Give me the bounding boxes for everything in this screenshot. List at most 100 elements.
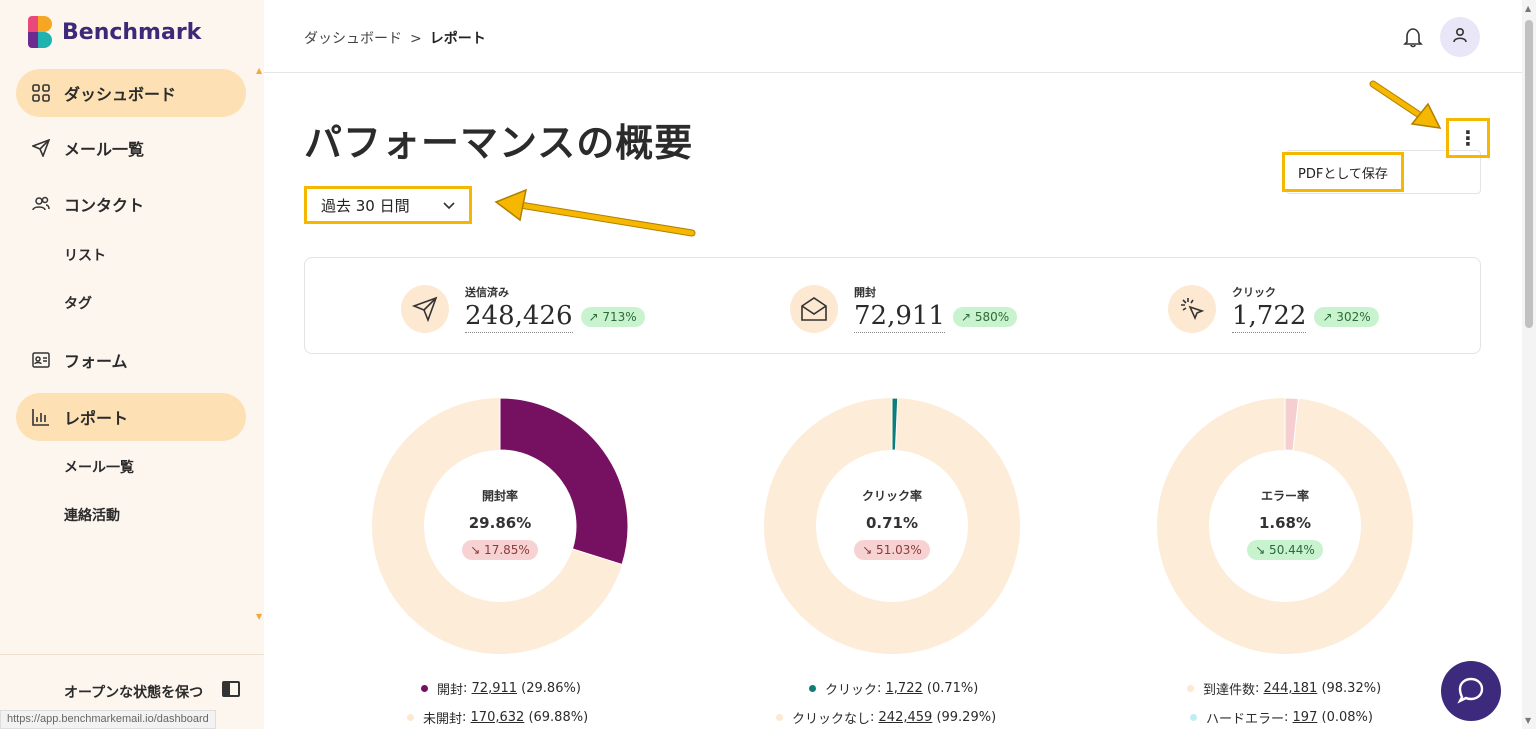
legend-count[interactable]: 197 xyxy=(1292,710,1318,725)
legend-label: 未開封 xyxy=(423,712,463,727)
donut-value: 0.71% xyxy=(865,514,919,532)
send-icon xyxy=(32,139,50,157)
sidebar-subitem-tags[interactable]: タグ xyxy=(64,296,92,312)
donut-value-slice[interactable] xyxy=(499,397,629,566)
error-rate-donut xyxy=(1157,397,1413,654)
legend-item: 開封: 72,911 (29.86%) xyxy=(421,679,581,698)
bell-icon[interactable] xyxy=(1402,26,1424,48)
bar-chart-icon xyxy=(32,408,50,426)
donut-title: 開封率 xyxy=(481,489,518,503)
legend-pct: (0.08%) xyxy=(1321,710,1373,725)
sidebar-item-dashboard[interactable]: ダッシュボード xyxy=(16,69,246,117)
legend-item: クリックなし: 242,459 (99.29%) xyxy=(776,708,996,727)
donut-change-badge: ↘ 17.85% xyxy=(462,540,538,560)
breadcrumb-current: レポート xyxy=(429,31,486,47)
legend-count[interactable]: 170,632 xyxy=(470,710,525,725)
click-rate-center: クリック率 0.71% ↘ 51.03% xyxy=(802,487,982,560)
stat-label: 送信済み xyxy=(465,286,509,299)
benchmark-logo[interactable]: Benchmark xyxy=(28,16,201,48)
breadcrumb: ダッシュボード > レポート xyxy=(304,28,486,48)
stat-sent: 送信済み 248,426 ↗ 713% xyxy=(401,284,645,333)
logo-text: Benchmark xyxy=(62,19,202,45)
send-icon xyxy=(401,284,449,333)
scroll-down-indicator-icon[interactable]: ▼ xyxy=(256,612,263,621)
date-range-select[interactable]: 過去 30 日間 xyxy=(304,186,472,224)
chevron-down-icon xyxy=(443,198,455,214)
legend-count[interactable]: 1,722 xyxy=(885,681,923,696)
logo-mark-icon xyxy=(28,16,54,48)
scroll-down-arrow-icon[interactable]: ▼ xyxy=(1525,716,1532,725)
open-mail-icon xyxy=(790,284,838,333)
legend-dot xyxy=(407,714,414,721)
stat-change-badge: ↗ 580% xyxy=(952,306,1018,327)
legend-label: 開封 xyxy=(437,683,464,698)
stat-value[interactable]: 72,911 xyxy=(854,301,945,333)
form-icon xyxy=(32,351,50,369)
sidebar-item-label: メール一覧 xyxy=(64,140,145,159)
click-rate-donut xyxy=(764,397,1020,654)
sidebar-subitem-lists[interactable]: リスト xyxy=(64,248,106,264)
annotation-arrow-range xyxy=(516,201,696,237)
breadcrumb-dashboard[interactable]: ダッシュボード xyxy=(304,31,402,47)
page-scrollbar[interactable]: ▲ ▼ xyxy=(1522,0,1536,729)
sidebar-toggle-icon[interactable] xyxy=(222,681,240,697)
stat-change-badge: ↗ 302% xyxy=(1314,306,1379,327)
scroll-up-arrow-icon[interactable]: ▲ xyxy=(1525,4,1532,13)
sidebar: Benchmark ダッシュボード メール一覧 コンタクト リスト タグ フォー… xyxy=(0,0,264,729)
legend-pct: (29.86%) xyxy=(521,681,581,696)
legend-label: ハードエラー xyxy=(1206,712,1285,727)
sidebar-item-label: レポート xyxy=(64,409,129,428)
scrollbar-thumb[interactable] xyxy=(1525,20,1533,328)
legend-dot xyxy=(1187,685,1194,692)
legend-dot xyxy=(421,685,428,692)
scroll-up-indicator-icon[interactable]: ▲ xyxy=(256,66,263,75)
open-rate-center: 開封率 29.86% ↘ 17.85% xyxy=(410,487,590,560)
sidebar-item-label: コンタクト xyxy=(64,196,145,215)
legend-pct: (98.32%) xyxy=(1321,681,1382,696)
grid-icon xyxy=(32,84,50,102)
stat-clicks: クリック 1,722 ↗ 302% xyxy=(1168,284,1379,333)
stat-value[interactable]: 248,426 xyxy=(465,301,573,333)
legend-count[interactable]: 244,181 xyxy=(1263,681,1318,696)
stat-value[interactable]: 1,722 xyxy=(1232,301,1307,333)
legend-label: クリックなし xyxy=(792,712,871,727)
donut-value: 29.86% xyxy=(468,514,532,532)
keep-open-label: オープンな状態を保つ xyxy=(64,685,204,701)
sidebar-subitem-contact-activity[interactable]: 連絡活動 xyxy=(64,508,120,524)
donut-change-badge: ↘ 50.44% xyxy=(1247,540,1323,560)
donut-value-slice[interactable] xyxy=(1284,397,1300,451)
user-avatar[interactable] xyxy=(1440,17,1480,57)
page-title: パフォーマンスの概要 xyxy=(304,121,694,165)
legend-count[interactable]: 72,911 xyxy=(471,681,518,696)
legend-pct: (0.71%) xyxy=(926,681,979,696)
more-options-icon[interactable]: ⋮ xyxy=(1446,118,1490,158)
chat-bubble-icon xyxy=(1456,674,1486,708)
sidebar-subitem-email-reports[interactable]: メール一覧 xyxy=(64,460,134,476)
legend-count[interactable]: 242,459 xyxy=(878,710,933,725)
legend-item: 未開封: 170,632 (69.88%) xyxy=(407,708,588,727)
sidebar-item-reports[interactable]: レポート xyxy=(16,393,246,441)
sidebar-item-label: ダッシュボード xyxy=(64,85,177,104)
legend-label: クリック xyxy=(825,683,878,698)
sidebar-item-forms[interactable]: フォーム xyxy=(16,336,246,384)
donut-value-slice[interactable] xyxy=(891,397,899,451)
sidebar-item-emails[interactable]: メール一覧 xyxy=(16,124,246,172)
donut-title: エラー率 xyxy=(1260,489,1309,503)
breadcrumb-separator: > xyxy=(410,31,422,47)
sidebar-item-contacts[interactable]: コンタクト xyxy=(16,180,246,228)
top-bar: ダッシュボード > レポート xyxy=(264,0,1522,73)
error-rate-center: エラー率 1.68% ↘ 50.44% xyxy=(1195,487,1375,560)
click-icon xyxy=(1168,284,1216,333)
legend-label: 到達件数 xyxy=(1203,683,1256,698)
open-rate-donut xyxy=(372,397,629,654)
legend-pct: (99.29%) xyxy=(936,710,997,725)
chat-button[interactable] xyxy=(1441,661,1501,721)
legend-item: 到達件数: 244,181 (98.32%) xyxy=(1187,679,1381,698)
users-icon xyxy=(32,195,50,213)
stat-change-badge: ↗ 713% xyxy=(580,306,645,327)
sidebar-footer xyxy=(0,654,264,729)
legend-dot xyxy=(776,714,783,721)
legend-dot xyxy=(1190,714,1197,721)
summary-stats-card: 送信済み 248,426 ↗ 713% 開封 72,911 ↗ 580% クリッ… xyxy=(304,257,1481,354)
save-as-pdf-menu-item[interactable]: PDFとして保存 xyxy=(1282,152,1404,192)
